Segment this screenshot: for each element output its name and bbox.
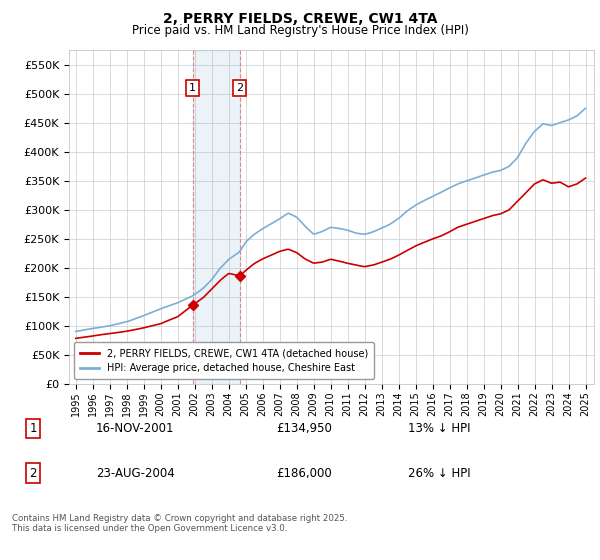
- Legend: 2, PERRY FIELDS, CREWE, CW1 4TA (detached house), HPI: Average price, detached h: 2, PERRY FIELDS, CREWE, CW1 4TA (detache…: [74, 342, 374, 379]
- Text: 1: 1: [189, 83, 196, 93]
- Text: Price paid vs. HM Land Registry's House Price Index (HPI): Price paid vs. HM Land Registry's House …: [131, 24, 469, 36]
- Text: £186,000: £186,000: [276, 466, 332, 480]
- Text: 23-AUG-2004: 23-AUG-2004: [96, 466, 175, 480]
- Text: 26% ↓ HPI: 26% ↓ HPI: [408, 466, 470, 480]
- Text: 2: 2: [29, 466, 37, 480]
- Bar: [193, 50, 239, 384]
- Text: 2: 2: [236, 83, 243, 93]
- Text: 13% ↓ HPI: 13% ↓ HPI: [408, 422, 470, 435]
- Text: Contains HM Land Registry data © Crown copyright and database right 2025.
This d: Contains HM Land Registry data © Crown c…: [12, 514, 347, 533]
- Text: £134,950: £134,950: [276, 422, 332, 435]
- Text: 16-NOV-2001: 16-NOV-2001: [96, 422, 175, 435]
- Text: 1: 1: [29, 422, 37, 435]
- Text: 2, PERRY FIELDS, CREWE, CW1 4TA: 2, PERRY FIELDS, CREWE, CW1 4TA: [163, 12, 437, 26]
